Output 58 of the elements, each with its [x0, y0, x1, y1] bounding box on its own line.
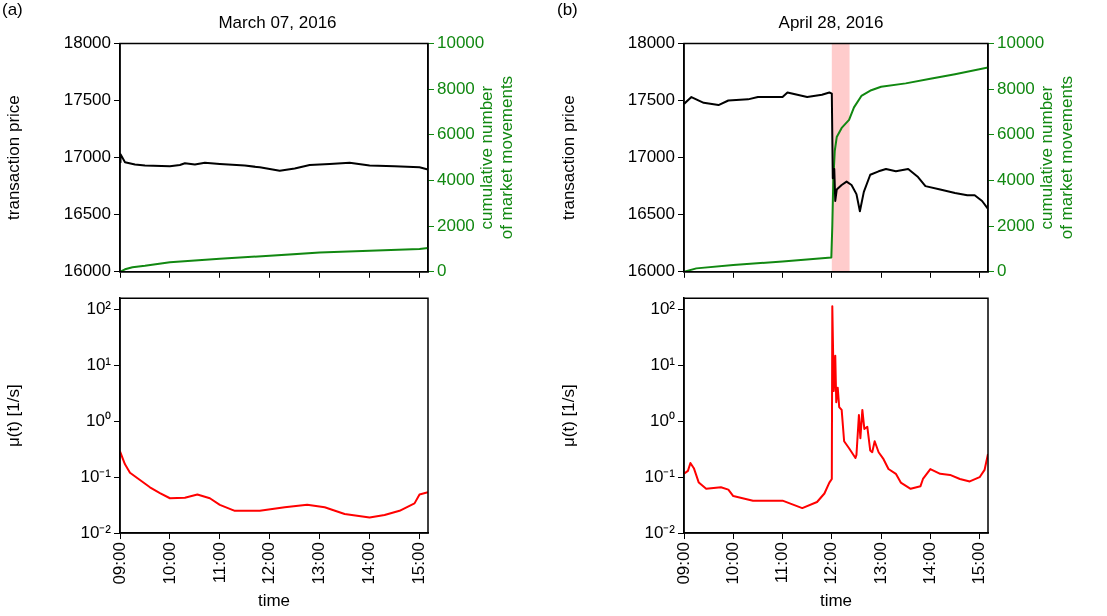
x-tick-label: 10:00	[159, 542, 179, 585]
y-tick-label: 17500	[627, 90, 675, 110]
x-tick-label: 12:00	[259, 542, 279, 585]
x-tick-label: 13:00	[309, 542, 329, 585]
x-tick-label: 09:00	[673, 542, 693, 585]
y-axis-title: μ(t) [1/s]	[3, 384, 23, 447]
y-tick-label: 16500	[627, 204, 675, 224]
chart-title: April 28, 2016	[778, 12, 884, 32]
y-tick-label: 10²	[650, 299, 676, 319]
y2-tick-label: 8000	[997, 78, 1035, 98]
y-tick-label: 16000	[63, 261, 111, 281]
y-axis-title: transaction price	[3, 95, 23, 220]
x-tick-label: 10:00	[722, 542, 742, 585]
text: (b)	[557, 0, 578, 20]
y2-tick-label: 6000	[437, 124, 475, 144]
y-tick-label: 18000	[627, 33, 675, 53]
x-axis-title: time	[257, 591, 291, 611]
y-tick-label: 10⁻¹	[644, 466, 676, 486]
y-tick-label: 17500	[63, 90, 111, 110]
x-tick-label: 11:00	[772, 542, 792, 584]
x-tick-label: 13:00	[870, 542, 890, 585]
y-tick-label: 10⁰	[86, 411, 111, 431]
x-tick-label: 11:00	[209, 542, 229, 584]
y-tick-label: 10¹	[650, 355, 676, 375]
chart-title: March 07, 2016	[218, 12, 337, 32]
y-tick-label: 18000	[63, 33, 111, 53]
x-axis-title: time	[819, 591, 853, 611]
x-tick-label: 14:00	[359, 542, 379, 585]
y2-tick-label: 0	[997, 261, 1007, 281]
y2-tick-label: 2000	[997, 215, 1035, 235]
y-tick-label: 16500	[63, 204, 111, 224]
x-tick-label: 12:00	[821, 542, 841, 585]
y-axis-title: transaction price	[558, 95, 578, 220]
y-tick-label: 10⁻²	[644, 522, 676, 542]
y-axis-title: μ(t) [1/s]	[558, 384, 578, 447]
y2-axis-title: cumulative number of market movements	[1036, 75, 1076, 240]
x-tick-label: 14:00	[920, 542, 940, 585]
y2-tick-label: 10000	[437, 33, 485, 53]
y2-axis-title: cumulative number of market movements	[476, 75, 516, 240]
y-tick-label: 10²	[86, 299, 112, 319]
x-tick-label: 15:00	[409, 542, 429, 585]
y-tick-label: 10⁰	[650, 411, 675, 431]
y2-tick-label: 8000	[437, 78, 475, 98]
y2-tick-label: 6000	[997, 124, 1035, 144]
y-tick-label: 16000	[627, 261, 675, 281]
y-tick-label: 10¹	[86, 355, 112, 375]
y-tick-label: 10⁻¹	[80, 466, 112, 486]
y2-tick-label: 10000	[997, 33, 1045, 53]
x-tick-label: 09:00	[109, 542, 129, 585]
y2-tick-label: 4000	[997, 170, 1035, 190]
text: (a)	[2, 0, 23, 20]
x-tick-label: 15:00	[969, 542, 989, 585]
y2-tick-label: 4000	[437, 170, 475, 190]
y-tick-label: 10⁻²	[80, 522, 112, 542]
y2-tick-label: 0	[437, 261, 447, 281]
y2-tick-label: 2000	[437, 215, 475, 235]
y-tick-label: 17000	[627, 147, 675, 167]
y-tick-label: 17000	[63, 147, 111, 167]
